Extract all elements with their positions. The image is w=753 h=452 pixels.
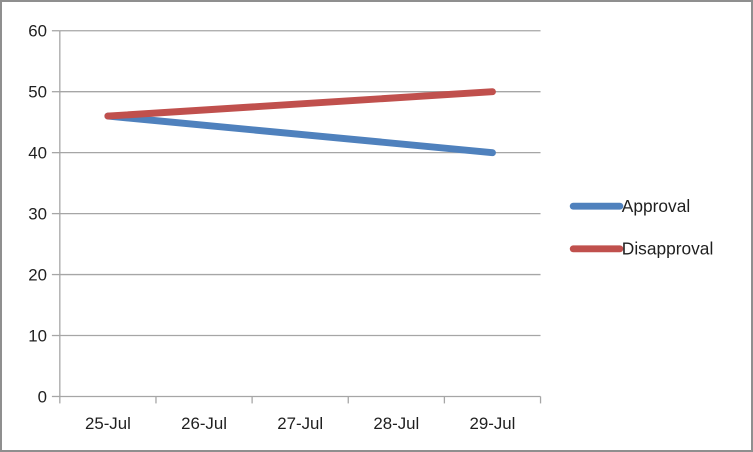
y-axis-tick-label: 20 [28,266,47,285]
x-axis-tick-label: 28-Jul [373,414,419,433]
legend-label-disapproval: Disapproval [622,239,714,259]
series-line-disapproval [104,88,496,120]
y-axis-tick-label: 40 [28,144,47,163]
y-axis-tick-label: 60 [28,22,47,41]
x-axis-tick-label: 26-Jul [181,414,227,433]
legend-label-approval: Approval [622,196,690,216]
y-axis-tick-label: 30 [28,205,47,224]
x-axis-tick-label: 25-Jul [85,414,131,433]
series-line-approval [104,112,496,157]
y-axis-tick-label: 50 [28,83,47,102]
x-axis-tick-label: 29-Jul [470,414,516,433]
x-axis-tick-label: 27-Jul [277,414,323,433]
y-axis-tick-label: 10 [28,326,47,345]
y-axis-tick-label: 0 [38,387,47,406]
